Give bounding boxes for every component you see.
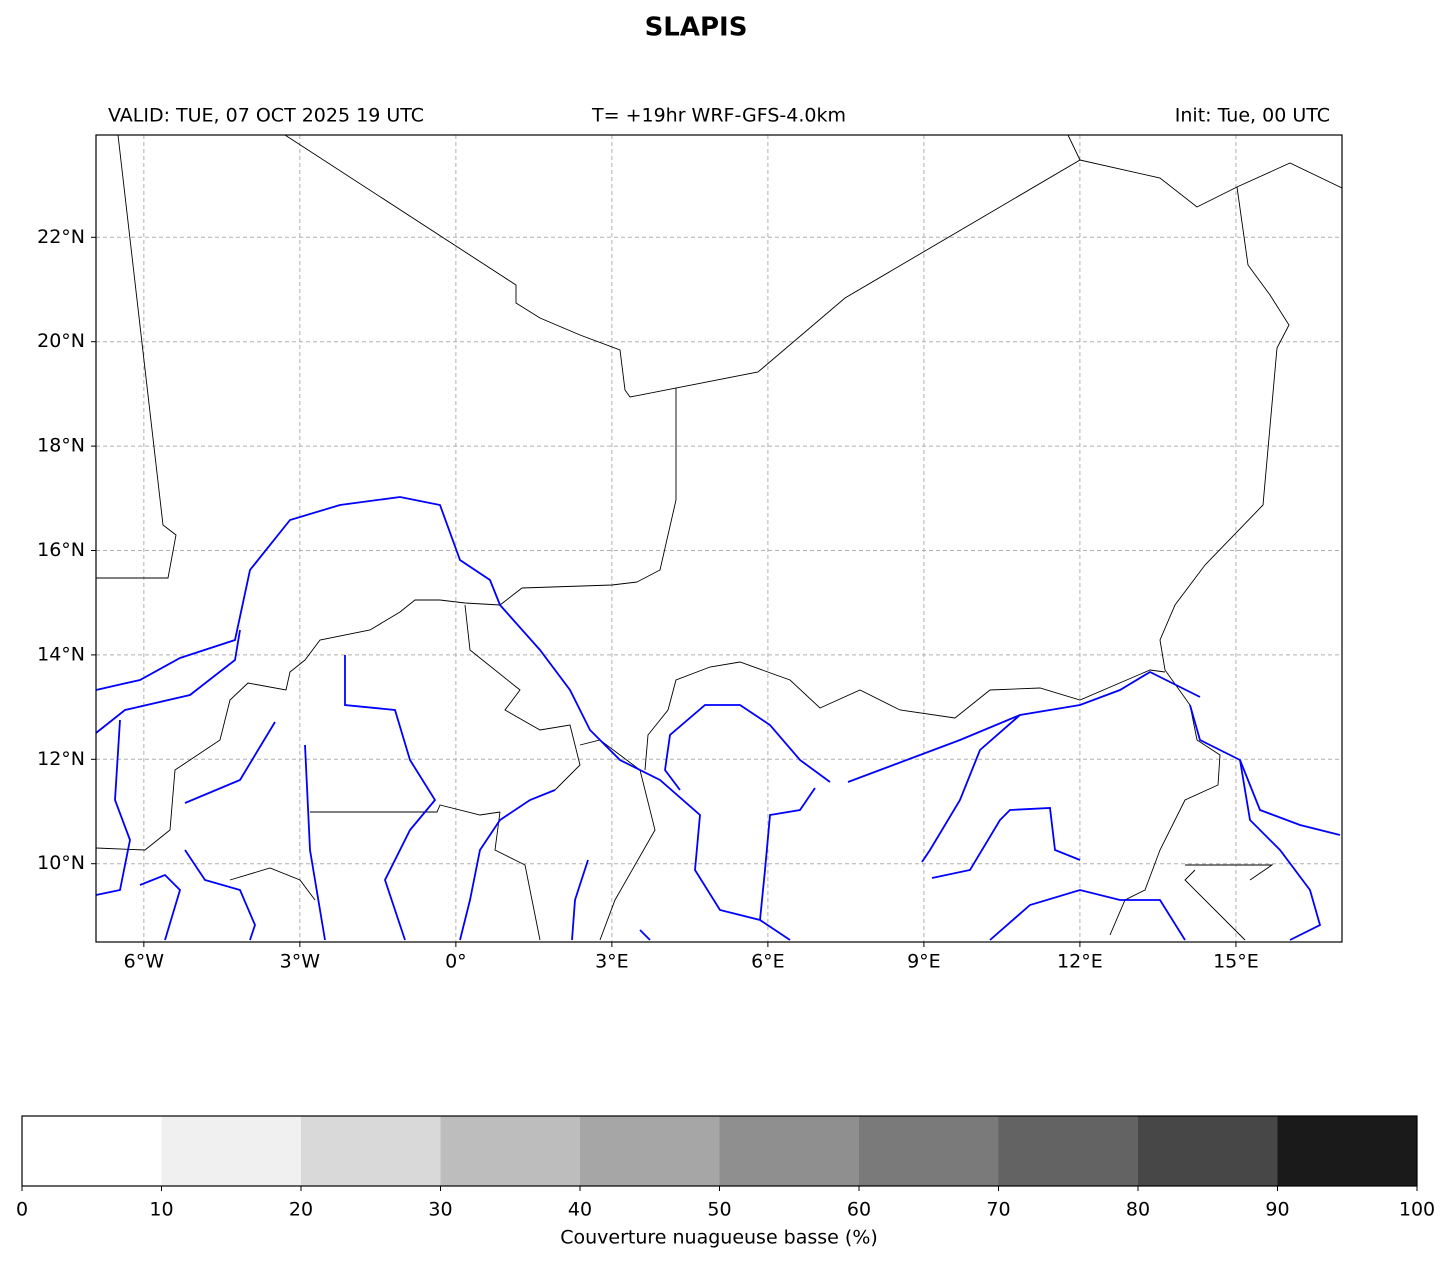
- colorbar-label: Couverture nuagueuse basse (%): [560, 1227, 878, 1249]
- river: [304, 744, 326, 941]
- border: [464, 604, 581, 791]
- x-tick-label: 3°W: [280, 951, 321, 973]
- title: SLAPIS: [645, 13, 748, 43]
- border: [96, 388, 677, 851]
- river: [95, 719, 131, 896]
- x-tick-label: 0°: [445, 951, 467, 973]
- grid: [96, 135, 1342, 942]
- valid-time: VALID: TUE, 07 OCT 2025 19 UTC: [108, 105, 424, 127]
- rivers: [95, 496, 1341, 941]
- x-tick-label: 6°E: [751, 951, 785, 973]
- y-tick-label: 10°N: [37, 852, 85, 874]
- colorbar-segment: [301, 1116, 441, 1186]
- border: [579, 739, 656, 941]
- colorbar-segment: [859, 1116, 999, 1186]
- y-tick-label: 20°N: [37, 330, 85, 352]
- init-time: Init: Tue, 00 UTC: [1175, 105, 1330, 127]
- x-tick-label: 12°E: [1057, 951, 1103, 973]
- colorbar-tick-label: 0: [16, 1199, 28, 1221]
- colorbar-tick-label: 80: [1126, 1199, 1150, 1221]
- border: [494, 811, 541, 941]
- border: [1184, 869, 1246, 941]
- colorbar-tick-label: 90: [1265, 1199, 1289, 1221]
- river: [989, 889, 1186, 941]
- river: [95, 496, 791, 941]
- colorbar-tick-label: 100: [1399, 1199, 1435, 1221]
- colorbar-segment: [22, 1116, 162, 1186]
- border: [310, 804, 501, 816]
- colorbar-segment: [440, 1116, 580, 1186]
- river: [1239, 759, 1322, 941]
- y-tick-label: 14°N: [37, 643, 85, 665]
- border: [229, 867, 316, 901]
- colorbar-tick-label: 60: [847, 1199, 871, 1221]
- colorbar-segment: [161, 1116, 301, 1186]
- colorbar-tick-label: 40: [568, 1199, 592, 1221]
- river: [344, 655, 437, 941]
- river: [921, 714, 1021, 863]
- borders: [96, 135, 1342, 941]
- colorbar-segment: [998, 1116, 1138, 1186]
- colorbar-tick-label: 30: [428, 1199, 452, 1221]
- colorbar-tick-label: 10: [149, 1199, 173, 1221]
- x-tick-label: 3°E: [595, 951, 629, 973]
- x-tick-label: 15°E: [1213, 951, 1259, 973]
- river: [759, 787, 816, 921]
- river: [95, 629, 241, 734]
- colorbar-segment: [719, 1116, 859, 1186]
- border: [284, 135, 1342, 398]
- river: [139, 873, 182, 941]
- river: [931, 807, 1081, 879]
- border: [1067, 135, 1081, 161]
- river: [571, 859, 589, 941]
- border: [644, 661, 1166, 771]
- colorbar-tick-label: 70: [986, 1199, 1010, 1221]
- river: [1189, 704, 1341, 836]
- river: [184, 721, 276, 804]
- colorbar-segment: [1277, 1116, 1417, 1186]
- river: [459, 789, 556, 941]
- border: [1185, 864, 1274, 881]
- x-tick-label: 6°W: [124, 951, 165, 973]
- colorbar-segment: [1138, 1116, 1278, 1186]
- y-tick-label: 18°N: [37, 435, 85, 457]
- colorbar-tick-label: 50: [707, 1199, 731, 1221]
- colorbar: [22, 1116, 1417, 1186]
- border: [96, 135, 177, 579]
- run-info: T= +19hr WRF-GFS-4.0km: [591, 105, 846, 127]
- y-tick-label: 12°N: [37, 748, 85, 770]
- colorbar-segment: [580, 1116, 720, 1186]
- y-tick-label: 22°N: [37, 226, 85, 248]
- y-tick-label: 16°N: [37, 539, 85, 561]
- border: [1109, 186, 1290, 936]
- map-frame: [95, 134, 1343, 943]
- colorbar-tick-label: 20: [289, 1199, 313, 1221]
- river: [639, 929, 651, 941]
- x-tick-label: 9°E: [907, 951, 941, 973]
- river: [184, 849, 256, 941]
- river: [664, 704, 831, 791]
